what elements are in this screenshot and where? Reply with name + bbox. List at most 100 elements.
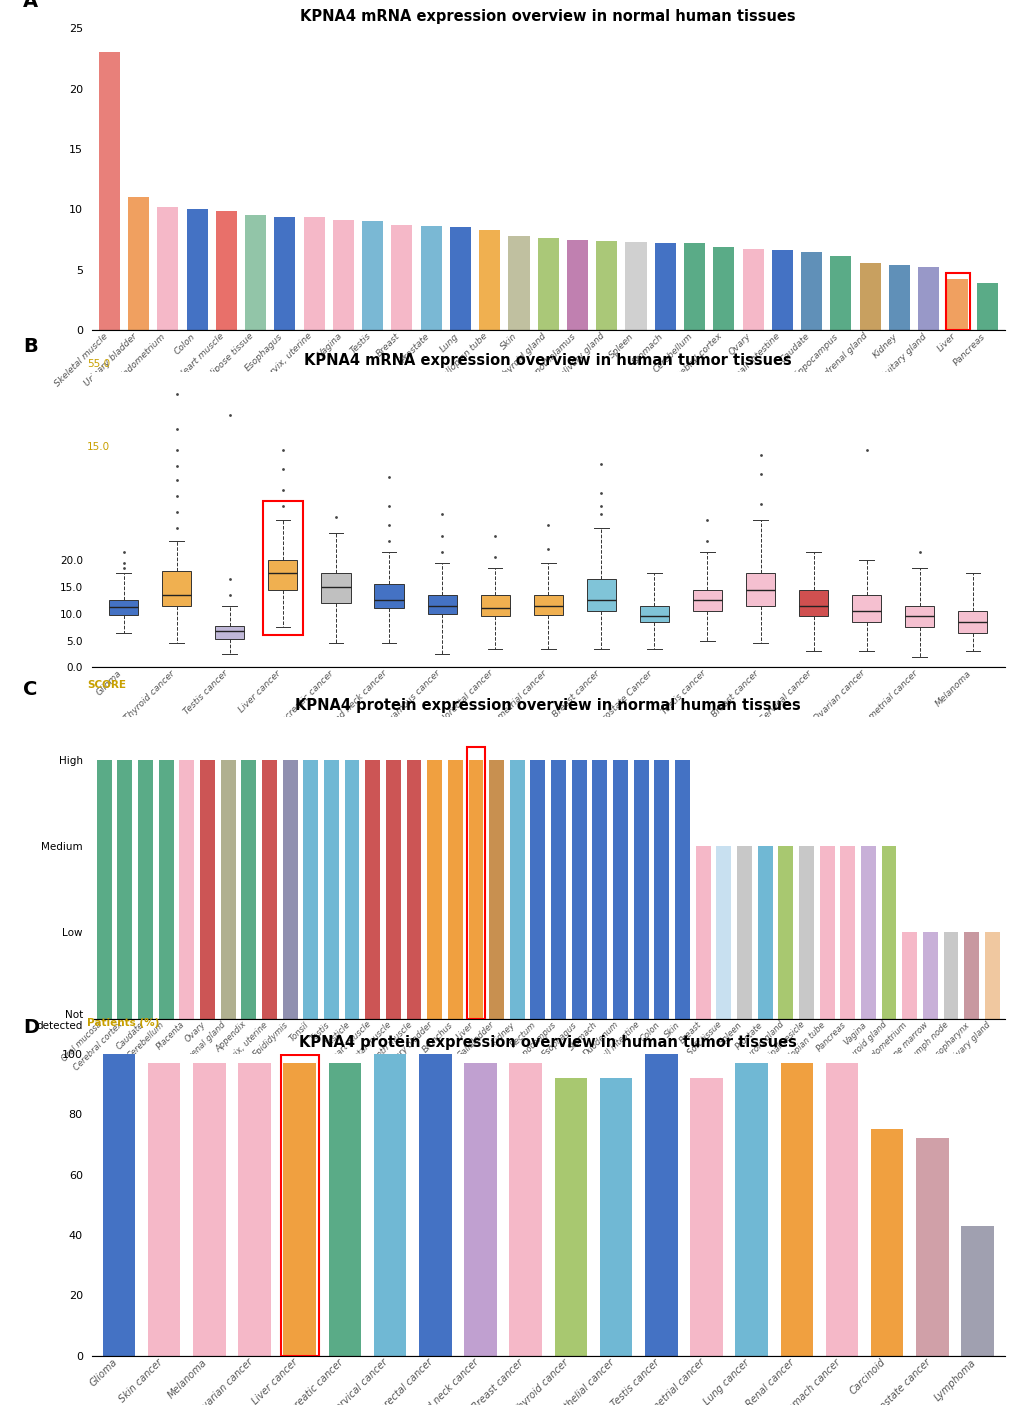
Bar bbox=[975, 282, 997, 330]
PathPatch shape bbox=[162, 570, 192, 606]
Bar bbox=[138, 760, 153, 1019]
PathPatch shape bbox=[215, 625, 245, 639]
Text: B: B bbox=[23, 337, 38, 355]
Bar bbox=[157, 207, 178, 330]
Bar bbox=[304, 216, 324, 330]
Text: 15.0: 15.0 bbox=[88, 443, 110, 452]
PathPatch shape bbox=[904, 606, 933, 627]
Bar bbox=[902, 933, 916, 1019]
Bar bbox=[684, 243, 704, 330]
Bar bbox=[479, 230, 499, 330]
Bar bbox=[262, 760, 276, 1019]
Bar bbox=[179, 760, 194, 1019]
Bar bbox=[365, 760, 380, 1019]
Bar bbox=[508, 1062, 541, 1356]
Bar bbox=[362, 222, 383, 330]
Text: A: A bbox=[23, 0, 39, 11]
Bar bbox=[554, 1078, 587, 1356]
Title: KPNA4 mRNA expression overview in normal human tissues: KPNA4 mRNA expression overview in normal… bbox=[301, 10, 795, 24]
Bar bbox=[737, 846, 751, 1019]
Bar bbox=[238, 1062, 270, 1356]
Text: 55.0: 55.0 bbox=[88, 360, 110, 370]
Title: KPNA4 protein expression overview in human tumor tissues: KPNA4 protein expression overview in hum… bbox=[299, 1035, 797, 1050]
Bar bbox=[963, 933, 978, 1019]
Bar bbox=[592, 760, 606, 1019]
Bar bbox=[859, 263, 879, 330]
Bar bbox=[633, 760, 648, 1019]
Bar bbox=[220, 760, 235, 1019]
Bar bbox=[447, 760, 463, 1019]
Bar bbox=[947, 280, 967, 330]
Bar bbox=[735, 1062, 767, 1356]
Bar bbox=[419, 1054, 451, 1356]
Bar bbox=[159, 760, 173, 1019]
PathPatch shape bbox=[745, 573, 774, 606]
Bar bbox=[530, 760, 545, 1019]
Bar bbox=[328, 1062, 361, 1356]
PathPatch shape bbox=[957, 611, 986, 632]
Bar bbox=[654, 243, 676, 330]
PathPatch shape bbox=[109, 600, 139, 615]
PathPatch shape bbox=[586, 579, 615, 611]
Bar bbox=[825, 1062, 857, 1356]
Bar bbox=[373, 1054, 406, 1356]
Bar bbox=[612, 760, 628, 1019]
Bar bbox=[103, 1054, 136, 1356]
Bar bbox=[245, 215, 266, 330]
Title: KPNA4 mRNA expression overview in human tumor tissues: KPNA4 mRNA expression overview in human … bbox=[304, 354, 792, 368]
Bar bbox=[984, 933, 999, 1019]
Bar bbox=[880, 846, 896, 1019]
PathPatch shape bbox=[692, 590, 721, 611]
Bar bbox=[690, 1078, 722, 1356]
Bar bbox=[771, 250, 792, 330]
Bar bbox=[186, 209, 208, 330]
Bar bbox=[596, 240, 616, 330]
Text: SCORE: SCORE bbox=[88, 680, 126, 690]
PathPatch shape bbox=[798, 590, 827, 617]
Bar bbox=[840, 846, 854, 1019]
Bar bbox=[644, 1054, 677, 1356]
PathPatch shape bbox=[427, 594, 457, 614]
Text: Patients (%): Patients (%) bbox=[88, 1017, 159, 1027]
Bar bbox=[550, 760, 566, 1019]
Bar bbox=[332, 221, 354, 330]
Bar bbox=[128, 197, 149, 330]
Bar bbox=[625, 242, 646, 330]
Bar bbox=[695, 846, 710, 1019]
Text: D: D bbox=[23, 1017, 40, 1037]
Bar bbox=[391, 225, 412, 330]
Bar bbox=[117, 760, 132, 1019]
Bar bbox=[449, 228, 471, 330]
Bar bbox=[385, 760, 400, 1019]
Bar bbox=[870, 1130, 903, 1356]
Bar bbox=[97, 760, 111, 1019]
Bar bbox=[263, 502, 303, 635]
Bar bbox=[216, 211, 236, 330]
Bar bbox=[468, 760, 483, 1019]
PathPatch shape bbox=[639, 606, 668, 622]
PathPatch shape bbox=[374, 584, 404, 608]
Bar bbox=[960, 1227, 993, 1356]
Bar bbox=[99, 52, 120, 330]
Bar bbox=[654, 760, 668, 1019]
PathPatch shape bbox=[851, 594, 880, 622]
Bar bbox=[780, 1062, 812, 1356]
PathPatch shape bbox=[533, 594, 562, 615]
PathPatch shape bbox=[480, 594, 510, 617]
Bar bbox=[464, 1062, 496, 1356]
Bar bbox=[420, 226, 441, 330]
Bar bbox=[888, 266, 909, 330]
Bar bbox=[798, 846, 813, 1019]
Bar bbox=[922, 933, 936, 1019]
Bar bbox=[945, 274, 969, 330]
Bar bbox=[712, 247, 734, 330]
Bar bbox=[829, 257, 851, 330]
Text: C: C bbox=[23, 680, 38, 700]
PathPatch shape bbox=[321, 573, 351, 603]
Bar bbox=[200, 760, 215, 1019]
Text: RPKM: RPKM bbox=[88, 0, 121, 1]
Bar bbox=[283, 1062, 316, 1356]
Bar bbox=[282, 760, 298, 1019]
Bar bbox=[572, 760, 586, 1019]
Bar bbox=[567, 239, 588, 330]
